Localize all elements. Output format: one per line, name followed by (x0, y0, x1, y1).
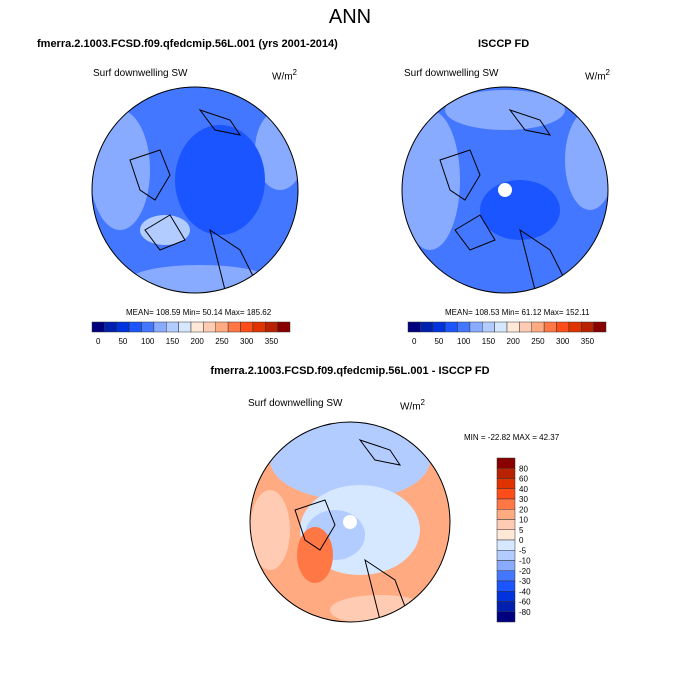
colorbar-box (494, 321, 508, 333)
colorbar-tick-label: 350 (265, 337, 279, 346)
colorbar-box (203, 321, 216, 333)
colorbar-box (141, 321, 155, 333)
colorbar-box (277, 321, 291, 333)
panel2-title: ISCCP FD (478, 38, 530, 50)
colorbar-tick-label: 150 (482, 337, 496, 346)
colorbar-tick-label: -20 (519, 567, 531, 576)
colorbar-box (496, 478, 516, 489)
colorbar-box (482, 321, 495, 333)
colorbar-box (420, 321, 433, 333)
colorbar-box (531, 321, 545, 333)
colorbar-box (432, 321, 446, 333)
colorbar-tick-label: 200 (507, 337, 521, 346)
colorbar-box (496, 457, 516, 469)
colorbar-isccp: 0 50 100 150 200 250 300 350 (407, 321, 607, 346)
colorbar-box (496, 498, 516, 510)
colorbar-box (519, 321, 532, 333)
colorbar-box (496, 601, 516, 612)
panel1-units: W/m2 (272, 68, 297, 83)
colorbar-box (407, 321, 421, 333)
panel2-stats: MEAN= 108.53 Min= 61.12 Max= 152.11 (445, 308, 590, 317)
colorbar-tick-label: 100 (141, 337, 155, 346)
colorbar-box (496, 560, 516, 571)
colorbar-box (444, 321, 458, 333)
colorbar-box (496, 611, 516, 623)
colorbar-model: 0 50 100 150 200 250 300 350 (91, 321, 291, 346)
panel1-variable: Surf downwelling SW (93, 68, 188, 79)
colorbar-tick-label: 250 (531, 337, 545, 346)
colorbar-tick-label: 0 (96, 337, 101, 346)
colorbar-box (581, 321, 594, 333)
colorbar-tick-label: 0 (412, 337, 417, 346)
colorbar-box (265, 321, 278, 333)
colorbar-box (496, 529, 516, 541)
colorbar-box (496, 509, 516, 520)
colorbar-tick-label: -60 (519, 598, 531, 607)
colorbar-box (178, 321, 192, 333)
map-difference (250, 422, 450, 622)
colorbar-tick-label: 100 (457, 337, 471, 346)
colorbar-box (593, 321, 607, 333)
colorbar-tick-label: -5 (519, 546, 527, 555)
colorbar-tick-label: 40 (519, 485, 528, 494)
colorbar-box (240, 321, 254, 333)
colorbar-tick-label: -40 (519, 587, 531, 596)
panel2-units: W/m2 (585, 68, 610, 83)
colorbar-tick-label: 0 (519, 536, 524, 545)
colorbar-box (496, 539, 516, 551)
colorbar-tick-label: 250 (215, 337, 229, 346)
colorbar-box (469, 321, 483, 333)
colorbar-tick-label: 60 (519, 475, 528, 484)
colorbar-box (116, 321, 130, 333)
colorbar-box (91, 321, 105, 333)
colorbar-box (496, 580, 516, 592)
colorbar-tick-label: 20 (519, 505, 528, 514)
colorbar-box (543, 321, 557, 333)
colorbar-box (166, 321, 179, 333)
colorbar-tick-label: 30 (519, 495, 528, 504)
colorbar-box (457, 321, 471, 333)
colorbar-tick-label: -30 (519, 577, 531, 586)
colorbar-box (496, 591, 516, 602)
colorbar-box (568, 321, 582, 333)
colorbar-tick-label: 50 (434, 337, 443, 346)
colorbar-tick-label: 80 (519, 464, 528, 473)
colorbar-box (215, 321, 229, 333)
panel3-title: fmerra.2.1003.FCSD.f09.qfedcmip.56L.001 … (210, 365, 490, 377)
colorbar-box (496, 550, 516, 561)
colorbar-box (506, 321, 520, 333)
colorbar-tick-label: 300 (556, 337, 570, 346)
colorbar-tick-label: 200 (191, 337, 205, 346)
colorbar-box (128, 321, 142, 333)
panel1-title: fmerra.2.1003.FCSD.f09.qfedcmip.56L.001 … (37, 38, 338, 50)
panel1-stats: MEAN= 108.59 Min= 50.14 Max= 185.62 (126, 308, 272, 317)
colorbar-tick-label: -10 (519, 557, 531, 566)
colorbar-box (496, 488, 516, 500)
colorbar-box (227, 321, 241, 333)
panel3-units: W/m2 (400, 398, 425, 413)
colorbar-tick-label: 300 (240, 337, 254, 346)
colorbar-tick-label: 10 (519, 516, 528, 525)
panel3-stats: MIN = -22.82 MAX = 42.37 (464, 433, 560, 442)
figure-title: ANN (328, 6, 372, 28)
colorbar-box (153, 321, 167, 333)
colorbar-box (190, 321, 204, 333)
colorbar-box (556, 321, 570, 333)
colorbar-box (496, 570, 516, 582)
colorbar-tick-label: 5 (519, 526, 524, 535)
colorbar-tick-label: -80 (519, 608, 531, 617)
panel2-variable: Surf downwelling SW (404, 68, 499, 79)
colorbar-box (496, 519, 516, 530)
colorbar-box (104, 321, 117, 333)
colorbar-tick-label: 50 (118, 337, 127, 346)
panel3-variable: Surf downwelling SW (248, 398, 343, 409)
colorbar-tick-label: 350 (581, 337, 595, 346)
colorbar-box (496, 468, 516, 479)
colorbar-box (252, 321, 266, 333)
colorbar-tick-label: 150 (166, 337, 180, 346)
